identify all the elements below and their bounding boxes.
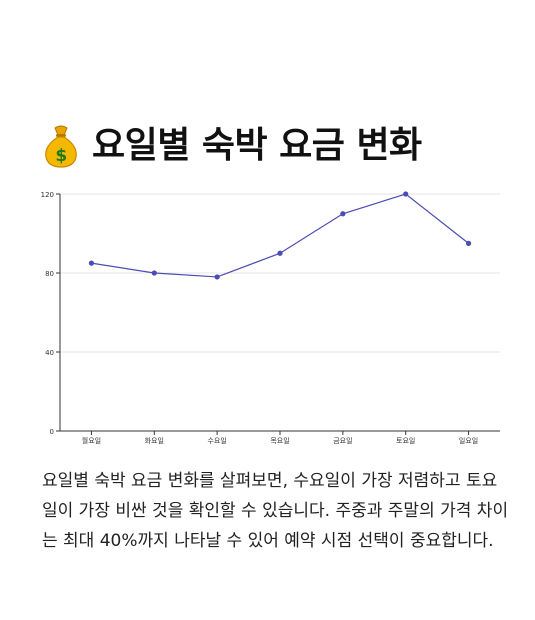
data-point bbox=[340, 211, 346, 217]
line-chart: 0 40 80 120 월요일 화요일 수요일 목요일 금요일 토요일 일요일 bbox=[0, 180, 535, 450]
svg-text:$: $ bbox=[55, 146, 66, 166]
x-tick-label: 일요일 bbox=[459, 436, 478, 445]
page-title-text: 요일별 숙박 요금 변화 bbox=[92, 125, 422, 167]
data-point bbox=[214, 274, 220, 280]
data-point bbox=[151, 270, 157, 276]
data-point bbox=[88, 260, 95, 266]
x-tick-label: 금요일 bbox=[333, 436, 352, 445]
data-point bbox=[403, 191, 409, 197]
x-tick-label: 화요일 bbox=[145, 436, 164, 445]
money-bag-icon: $ bbox=[42, 124, 80, 168]
y-tick-label: 120 bbox=[41, 191, 54, 199]
y-tick-label: 40 bbox=[45, 349, 54, 357]
y-tick-label: 0 bbox=[50, 428, 54, 436]
page-title: $ 요일별 숙박 요금 변화 bbox=[42, 124, 422, 168]
x-tick-label: 목요일 bbox=[270, 436, 289, 445]
series-line bbox=[91, 193, 469, 278]
x-tick-label: 수요일 bbox=[207, 436, 226, 445]
data-point bbox=[465, 240, 472, 246]
line-chart-svg: 0 40 80 120 월요일 화요일 수요일 목요일 금요일 토요일 일요일 bbox=[41, 191, 500, 445]
description-text: 요일별 숙박 요금 변화를 살펴보면, 수요일이 가장 저렴하고 토요일이 가장… bbox=[42, 471, 509, 551]
x-tick-label: 월요일 bbox=[82, 436, 101, 445]
x-tick-label: 토요일 bbox=[396, 436, 415, 445]
y-tick-label: 80 bbox=[45, 270, 54, 278]
data-point bbox=[277, 250, 283, 256]
